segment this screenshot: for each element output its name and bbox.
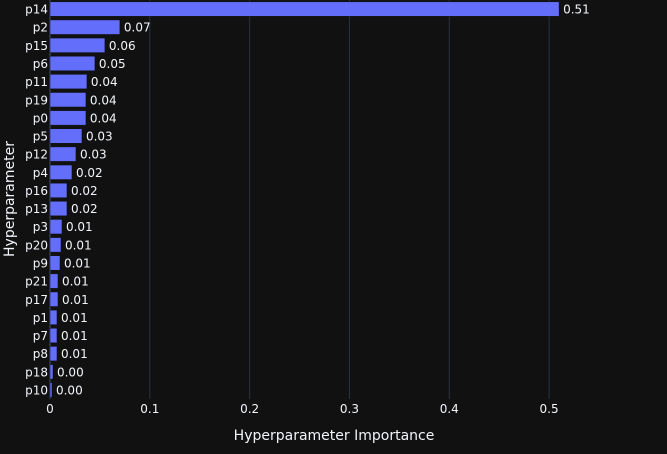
y-tick-label: p0 [33,111,48,125]
y-tick-label: p14 [25,3,48,17]
data-label: 0.01 [64,256,91,270]
data-label: 0.01 [62,275,89,289]
data-label: 0.03 [86,130,113,144]
y-tick-label: p8 [33,347,48,361]
bar-p7 [49,328,58,344]
data-label: 0.01 [66,220,93,234]
data-label: 0.06 [109,39,136,53]
y-tick-label: p10 [25,383,48,397]
x-tick-label: 0.4 [440,402,459,416]
y-tick-label: p21 [25,275,48,289]
bar-p11 [49,74,88,90]
data-label: 0.03 [80,148,107,162]
bar-p21 [49,273,59,289]
data-label: 0.04 [91,75,118,89]
bar-p14 [49,1,560,17]
y-tick-label: p11 [25,75,48,89]
y-tick-label: p5 [33,130,48,144]
data-label: 0.02 [76,166,103,180]
bar-p0 [49,110,87,126]
data-label: 0.01 [61,329,88,343]
bar-p3 [49,219,63,235]
x-tick-label: 0.5 [540,402,559,416]
data-label: 0.07 [124,21,151,35]
y-tick-label: p13 [25,202,48,216]
data-label: 0.05 [99,57,126,71]
data-label: 0.01 [62,293,89,307]
y-tick-label: p16 [25,184,48,198]
y-tick-label: p2 [33,21,48,35]
x-tick-label: 0 [46,402,54,416]
y-tick-label: p15 [25,39,48,53]
bar-p18 [49,364,54,380]
bar-p5 [49,128,83,144]
bar-p12 [49,146,77,162]
data-label: 0.01 [61,311,88,325]
bar-p20 [49,237,62,253]
data-label: 0.01 [65,238,92,252]
data-label: 0.04 [90,111,117,125]
bar-p4 [49,164,73,180]
bar-p16 [49,182,68,198]
bar-p9 [49,255,61,271]
y-tick-label: p18 [25,365,48,379]
y-tick-label: p6 [33,57,48,71]
y-tick-label: p9 [33,256,48,270]
data-label: 0.51 [563,3,590,17]
bar-p10 [49,382,53,398]
bar-p1 [49,309,58,325]
y-tick-label: p1 [33,311,48,325]
x-axis-title: Hyperparameter Importance [234,428,435,444]
y-tick-label: p7 [33,329,48,343]
bar-p8 [49,346,58,362]
y-axis-title: Hyperparameter [2,141,18,257]
data-label: 0.01 [61,347,88,361]
bar-p15 [49,37,106,53]
data-label: 0.02 [71,184,98,198]
bar-p13 [49,201,68,217]
y-tick-label: p20 [25,238,48,252]
x-tick-label: 0.1 [140,402,159,416]
y-tick-label: p4 [33,166,48,180]
bar-p19 [49,92,87,108]
x-tick-label: 0.3 [340,402,359,416]
y-tick-label: p17 [25,293,48,307]
x-tick-label: 0.2 [240,402,259,416]
data-label: 0.02 [71,202,98,216]
data-label: 0.00 [57,365,84,379]
bars [49,1,560,398]
bar-p6 [49,55,96,71]
y-tick-label: p19 [25,93,48,107]
data-labels: 0.51 0.07 0.06 0.05 0.04 0.04 0.04 0.03 0.03 0.02… [56,3,590,398]
y-tick-label: p12 [25,148,48,162]
x-tick-labels: 0 0.1 0.2 0.3 0.4 0.5 [46,402,558,416]
data-label: 0.04 [90,93,117,107]
bar-p2 [49,19,121,35]
y-tick-label: p3 [33,220,48,234]
bar-p17 [49,291,59,307]
data-label: 0.00 [56,383,83,397]
y-tick-labels: p14 p2 p15 p6 p11 p19 p0 p5 p12 p4 p16 p13 p3 p20 p9 p2… [25,3,48,398]
